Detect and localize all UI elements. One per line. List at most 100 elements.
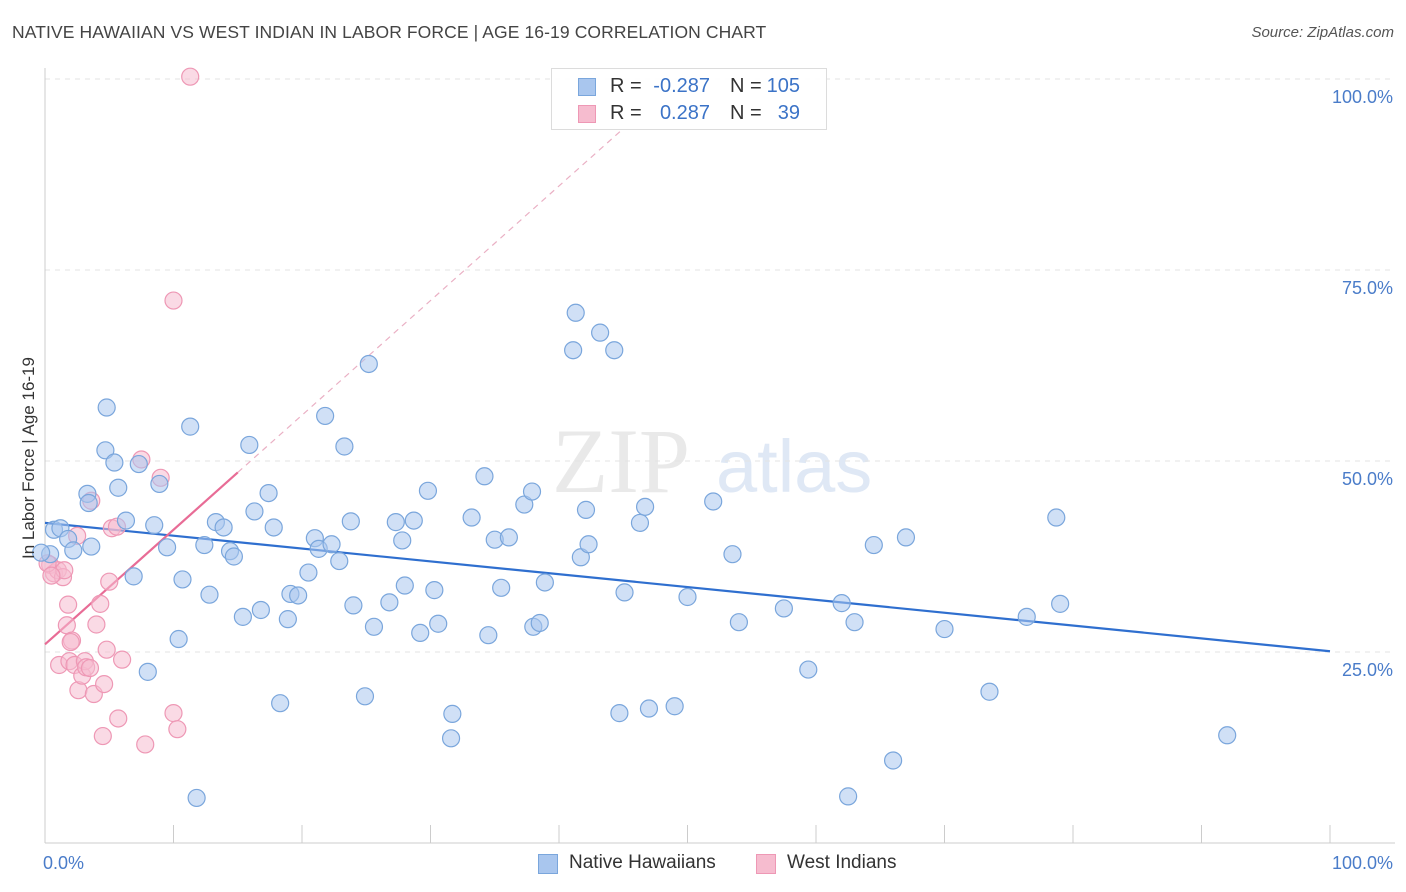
native-hawaiians-point (1218, 726, 1237, 745)
r-label: R = (610, 102, 642, 124)
native-hawaiians-point (522, 482, 542, 501)
native-hawaiians-point (105, 453, 124, 472)
native-hawaiians-point (492, 578, 511, 597)
native-hawaiians-point (169, 629, 188, 649)
west-indians-swatch (756, 854, 776, 874)
native-hawaiians-point (530, 613, 549, 633)
n-value: 39 (777, 102, 800, 124)
native-hawaiians-point (251, 600, 270, 620)
r-label: R = (610, 75, 642, 97)
native-hawaiians-point (299, 563, 318, 582)
native-hawaiians-point (124, 567, 143, 586)
native-hawaiians-point (150, 474, 169, 494)
y-tick-label: 100.0% (1332, 87, 1393, 107)
west-indians-point (100, 572, 119, 591)
native-hawaiians-point (723, 545, 742, 564)
stats-row-native-hawaiians: R = -0.287 N = 105 (552, 73, 828, 101)
west-indians-point (109, 709, 128, 728)
native-hawaiians-point (883, 751, 903, 770)
native-hawaiians-point (97, 398, 116, 417)
native-hawaiians-point (411, 623, 430, 643)
n-value: 105 (766, 75, 800, 97)
native-hawaiians-point (214, 518, 233, 537)
x-tick-label: 0.0% (43, 853, 84, 873)
legend-label: Native Hawaiians (569, 852, 716, 873)
native-hawaiians-point (635, 497, 655, 516)
r-value: -0.287 (653, 75, 710, 97)
native-hawaiians-point (157, 538, 177, 557)
y-axis-title: In Labor Force | Age 16-19 (19, 357, 38, 559)
y-tick-label: 75.0% (1342, 278, 1393, 298)
native-hawaiians-point (316, 406, 335, 426)
native-hawaiians-point (564, 341, 583, 360)
native-hawaiians-trend-line (44, 521, 1331, 653)
native-hawaiians-point (1017, 607, 1036, 626)
native-hawaiians-point (443, 704, 462, 723)
west-indians-point (87, 615, 106, 634)
native-hawaiians-point (839, 787, 858, 806)
native-hawaiians-point (395, 576, 414, 595)
n-label: N = (730, 75, 762, 97)
native-hawaiians-point (425, 581, 444, 600)
native-hawaiians-point (116, 511, 136, 530)
native-hawaiians-point (187, 788, 206, 808)
native-hawaiians-point (138, 662, 157, 681)
native-hawaiians-point (479, 626, 498, 645)
native-hawaiians-point (615, 583, 634, 602)
gridlines (45, 78, 1395, 653)
native-hawaiians-point (605, 341, 624, 360)
y-tick-label: 50.0% (1342, 469, 1393, 489)
native-hawaiians-point (535, 573, 554, 592)
series-legend: Native Hawaiians West Indians (0, 851, 1406, 879)
west-indians-swatch (578, 105, 596, 123)
native-hawaiians-point (1047, 508, 1066, 527)
native-hawaiians-point (271, 694, 290, 713)
native-hawaiians-point (259, 483, 278, 503)
native-hawaiians-point (289, 586, 308, 605)
west-indians-point (61, 632, 80, 652)
native-hawaiians-point (704, 492, 723, 511)
native-hawaiians-point (475, 467, 494, 486)
west-indians-point (168, 720, 187, 739)
native-hawaiians-point (181, 417, 200, 436)
native-hawaiians-point (935, 619, 954, 639)
n-label: N = (730, 102, 762, 124)
native-hawaiians-point (639, 699, 659, 718)
native-hawaiians-point (240, 435, 259, 455)
west-indians-point (91, 594, 110, 613)
native-hawaiians-point (82, 537, 101, 556)
y-tick-label: 25.0% (1342, 660, 1393, 680)
native-hawaiians-point (173, 570, 192, 589)
native-hawaiians-point (566, 303, 585, 322)
native-hawaiians-point (64, 541, 83, 560)
native-hawaiians-point (32, 543, 51, 562)
native-hawaiians-point (129, 454, 148, 474)
west-indians-trend-extension (237, 128, 624, 473)
native-hawaiians-point (264, 518, 283, 537)
native-hawaiians-point (109, 478, 128, 497)
native-hawaiians-point (79, 493, 98, 513)
native-hawaiians-swatch (578, 78, 596, 96)
native-hawaiians-point (610, 704, 629, 723)
legend-label: West Indians (787, 852, 897, 873)
west-indians-point (42, 566, 61, 585)
native-hawaiians-point (386, 513, 405, 532)
native-hawaiians-point (499, 528, 518, 547)
west-indians-point (164, 704, 183, 723)
west-indians-point (181, 67, 200, 86)
native-hawaiians-point (96, 441, 115, 460)
native-hawaiians-point (393, 531, 412, 550)
native-hawaiians-point (200, 585, 219, 604)
west-indians-point (112, 650, 132, 669)
native-hawaiians-point (1051, 594, 1070, 613)
axes (44, 68, 1395, 844)
native-hawaiians-point (591, 323, 610, 342)
x-tick-label: 100.0% (1332, 853, 1393, 873)
native-hawaiians-point (579, 535, 598, 554)
trend-lines (44, 128, 1331, 653)
native-hawaiians-point (245, 502, 264, 521)
west-indians-point (97, 640, 116, 659)
native-hawaiians-point (278, 610, 297, 629)
native-hawaiians-point (678, 587, 697, 607)
